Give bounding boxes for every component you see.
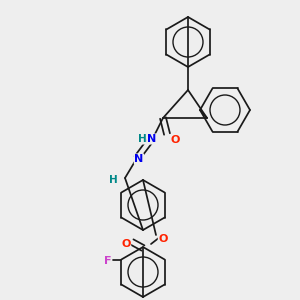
Text: N: N [134,154,144,164]
Text: O: O [170,135,180,145]
Text: O: O [158,234,168,244]
Text: O: O [121,239,131,249]
Text: H: H [109,175,117,185]
Text: H: H [138,134,146,144]
Text: F: F [103,256,111,266]
Text: N: N [147,134,157,144]
